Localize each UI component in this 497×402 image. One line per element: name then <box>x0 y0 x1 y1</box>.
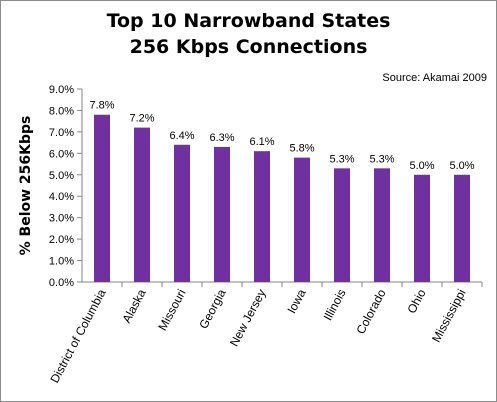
y-axis-title: % Below 256Kbps <box>18 116 34 256</box>
y-tick-label: 1.0% <box>49 256 74 268</box>
data-label: 5.0% <box>449 160 474 172</box>
category-label: New Jersey <box>227 287 269 349</box>
y-tick-label: 9.0% <box>49 84 74 96</box>
category-label: Georgia <box>196 287 229 332</box>
category-label: Colorado <box>353 287 388 337</box>
bar <box>134 127 150 282</box>
bar <box>374 168 390 282</box>
bar <box>414 174 430 282</box>
data-label: 6.1% <box>249 136 274 148</box>
category-label: Mississippi <box>429 287 469 345</box>
bar <box>174 144 190 282</box>
category-label: Ohio <box>404 287 428 316</box>
chart-title-line2: 256 Kbps Connections <box>129 36 368 58</box>
data-label: 5.3% <box>329 153 354 165</box>
chart-title: Top 10 Narrowband States 256 Kbps Connec… <box>0 8 497 60</box>
y-tick-label: 0.0% <box>49 277 74 289</box>
y-tick-label: 4.0% <box>49 191 74 203</box>
data-label: 7.2% <box>129 113 154 125</box>
bar <box>94 114 110 282</box>
bar <box>254 151 270 282</box>
data-label: 5.3% <box>369 153 394 165</box>
y-tick-label: 8.0% <box>49 105 74 117</box>
category-label: Alaska <box>119 287 148 326</box>
chart-title-line1: Top 10 Narrowband States <box>106 10 391 32</box>
data-label: 6.4% <box>169 130 194 142</box>
data-label: 6.3% <box>209 132 234 144</box>
category-label: Illinois <box>321 287 349 323</box>
data-label: 5.8% <box>289 143 314 155</box>
bar <box>214 146 230 282</box>
category-label: Iowa <box>284 287 308 316</box>
category-label: District of Columbia <box>47 287 108 386</box>
bar <box>294 157 310 282</box>
data-label: 7.8% <box>89 100 114 112</box>
y-tick-label: 3.0% <box>49 213 74 225</box>
y-tick-label: 6.0% <box>49 148 74 160</box>
data-label: 5.0% <box>409 160 434 172</box>
category-label: Missouri <box>155 287 188 333</box>
bar <box>334 168 350 282</box>
y-tick-label: 5.0% <box>49 170 74 182</box>
source-note: Source: Akamai 2009 <box>382 72 487 84</box>
y-tick-label: 2.0% <box>49 234 74 246</box>
bar <box>454 174 470 282</box>
y-tick-label: 7.0% <box>49 127 74 139</box>
